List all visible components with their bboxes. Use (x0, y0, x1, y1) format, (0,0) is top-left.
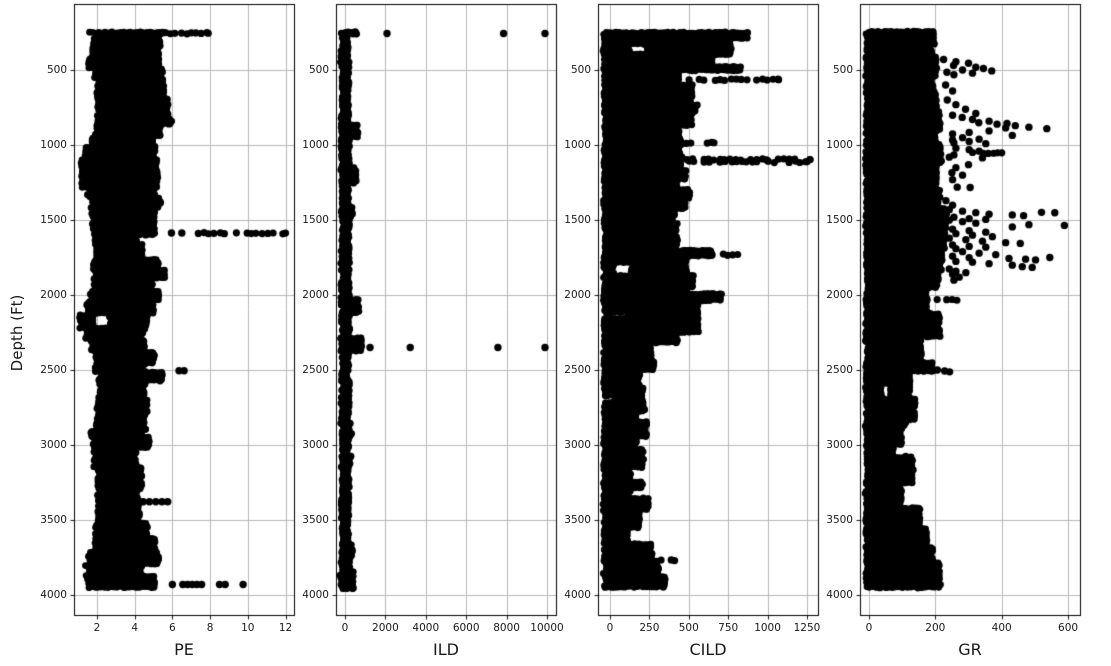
scatter-plot-canvas (0, 0, 1111, 666)
well-log-figure: Depth (Ft) 2 4 6 8 10 12 500 1000 1500 2000 2500 30… (0, 0, 1111, 666)
